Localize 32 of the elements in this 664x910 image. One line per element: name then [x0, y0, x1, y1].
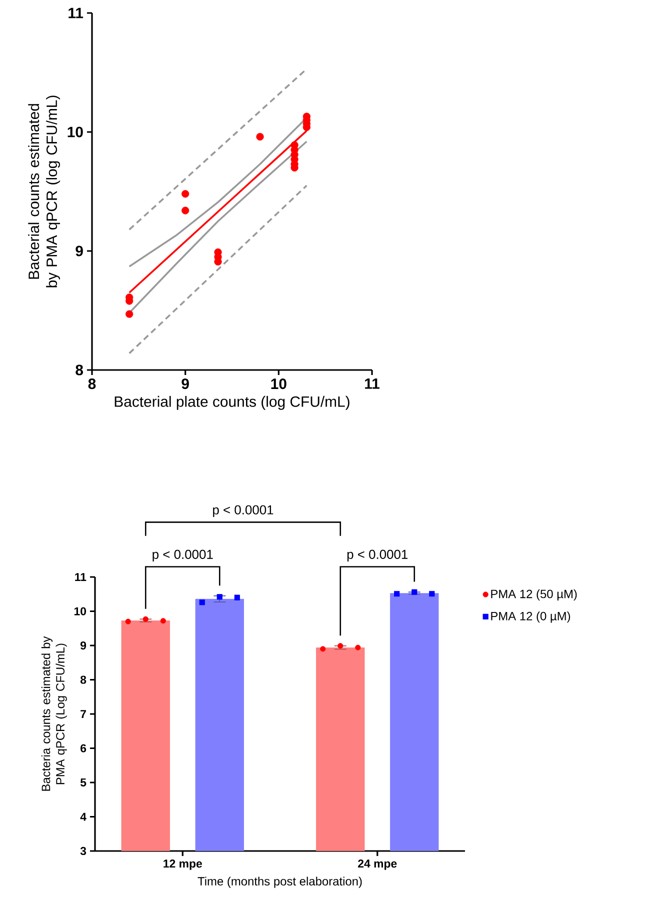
x-axis-title: Time (months post elaboration)	[198, 876, 362, 888]
point	[182, 190, 190, 198]
x-tick-label: 8	[88, 378, 96, 390]
text: p < 0.0001	[347, 550, 408, 562]
y-tick-label: 10	[68, 126, 83, 138]
y-axis-title: Bacteria counts estimated by PMA qPCR (Log CFU/mL)	[41, 636, 67, 791]
point	[182, 206, 190, 214]
y-axis-title: Bacterial counts estimated by PMA qPCR (log CFU/mL)	[28, 96, 60, 288]
y-tick-label: 6	[80, 744, 86, 752]
legend-label: PMA 12 (50 µM)	[491, 589, 577, 601]
y-tick-label: 7	[80, 710, 86, 718]
x-tick-label: 10	[271, 378, 286, 390]
legend-label: PMA 12 (0 µM)	[491, 612, 570, 623]
y-tick-label: 3	[80, 846, 86, 856]
y-tick-label: 9	[76, 246, 83, 256]
x-tick-label: 9	[182, 378, 189, 390]
x-tick-label: 24 mpe	[358, 860, 397, 870]
y-tick-label: 11	[68, 8, 84, 18]
y-tick-label: 4	[80, 812, 86, 821]
y-tick-label: 11	[75, 573, 86, 581]
text: p < 0.0001	[152, 550, 213, 562]
text: p < 0.0001	[213, 505, 274, 517]
y-tick-label: 10	[74, 607, 86, 616]
y-tick-label: 8	[80, 676, 86, 684]
x-axis-title: Bacterial plate counts (log CFU/mL)	[114, 396, 350, 410]
x-tick-label: 12 mpe	[164, 860, 202, 870]
y-tick-label: 9	[80, 641, 86, 650]
x-tick-label: 11	[365, 378, 380, 389]
point	[256, 132, 264, 141]
y-tick-label: 8	[76, 364, 84, 376]
y-tick-label: 5	[80, 778, 86, 786]
point	[126, 310, 134, 318]
